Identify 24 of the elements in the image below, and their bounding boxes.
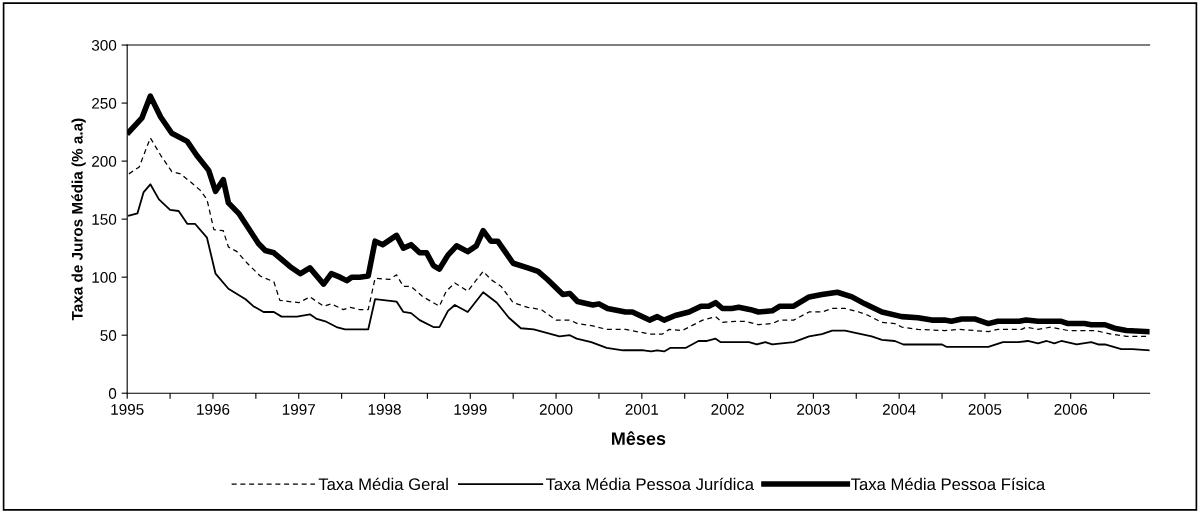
y-axis-title: Taxa de Juros Média (% a.a) <box>71 118 86 321</box>
legend-label: Taxa Média Geral <box>318 477 448 491</box>
x-axis-title: Mêses <box>612 431 666 446</box>
y-tick-label: 100 <box>92 272 117 283</box>
y-tick-label: 200 <box>92 155 117 167</box>
x-tick-label: 2006 <box>1054 404 1088 415</box>
x-tick-label: 1998 <box>368 404 401 415</box>
y-tick-label: 300 <box>91 39 117 51</box>
y-tick-label: 50 <box>100 330 117 341</box>
y-tick-label: 250 <box>92 97 117 109</box>
x-tick-label: 2002 <box>711 404 744 415</box>
x-tick-label: 1999 <box>454 404 487 415</box>
x-tick-label: 2001 <box>625 404 659 415</box>
y-tick-label: 0 <box>108 388 117 399</box>
x-tick-label: 2003 <box>797 404 830 415</box>
y-tick-label: 150 <box>92 214 117 225</box>
legend-label: Taxa Média Pessoa Jurídica <box>545 477 754 491</box>
x-tick-label: 2004 <box>882 404 916 415</box>
x-tick-label: 2005 <box>968 404 1002 415</box>
x-tick-label: 1996 <box>197 404 230 415</box>
x-tick-label: 2000 <box>539 404 573 415</box>
x-tick-label: 1995 <box>111 404 144 415</box>
legend-label: Taxa Média Pessoa Física <box>851 477 1046 491</box>
x-tick-label: 1997 <box>282 404 315 415</box>
